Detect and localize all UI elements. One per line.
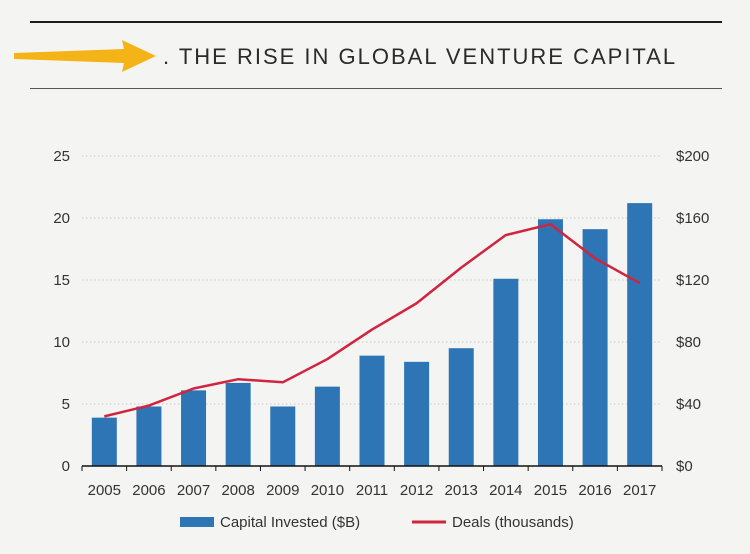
y-right-tick-label: $40 xyxy=(676,396,701,413)
y-right-tick-label: $80 xyxy=(676,334,701,351)
bar xyxy=(537,219,563,466)
y-right-tick-label: $120 xyxy=(676,272,709,289)
legend-label-bar: Capital Invested ($B) xyxy=(220,514,360,531)
figure-title: . THE RISE IN GLOBAL VENTURE CAPITAL xyxy=(30,44,677,70)
bar xyxy=(136,406,162,466)
bar xyxy=(582,229,608,466)
x-tick-label: 2010 xyxy=(311,482,344,499)
bar xyxy=(627,203,653,466)
bar xyxy=(270,406,296,466)
y-left-tick-label: 25 xyxy=(53,148,70,165)
deals-line xyxy=(104,222,641,418)
y-left-tick-label: 10 xyxy=(53,334,70,351)
bar xyxy=(314,386,340,466)
bar xyxy=(91,417,117,466)
x-tick-label: 2009 xyxy=(266,482,299,499)
x-tick-label: 2014 xyxy=(489,482,522,499)
legend-swatch-bar xyxy=(180,517,214,527)
figure-title-text: . THE RISE IN GLOBAL VENTURE CAPITAL xyxy=(163,44,678,69)
x-tick-label: 2007 xyxy=(177,482,210,499)
title-underline xyxy=(30,88,722,89)
x-tick-label: 2017 xyxy=(623,482,656,499)
bar xyxy=(181,390,207,466)
y-left-tick-label: 0 xyxy=(62,458,70,475)
x-tick-label: 2011 xyxy=(356,482,388,499)
x-tick-label: 2015 xyxy=(534,482,567,499)
x-tick-label: 2013 xyxy=(445,482,478,499)
x-tick-label: 2016 xyxy=(578,482,611,499)
bar xyxy=(359,355,385,466)
y-left-tick-label: 15 xyxy=(53,272,70,289)
bar xyxy=(404,361,430,466)
top-rule xyxy=(30,21,722,23)
x-tick-label: 2008 xyxy=(221,482,254,499)
bar xyxy=(225,382,251,466)
bar xyxy=(448,348,474,466)
x-tick-label: 2006 xyxy=(132,482,165,499)
y-right-tick-label: $0 xyxy=(676,458,693,475)
legend-label-line: Deals (thousands) xyxy=(452,514,574,531)
bar xyxy=(493,278,519,466)
y-left-tick-label: 5 xyxy=(62,396,70,413)
x-tick-label: 2012 xyxy=(400,482,433,499)
y-left-tick-label: 20 xyxy=(53,210,70,227)
x-tick-label: 2005 xyxy=(88,482,121,499)
y-right-tick-label: $200 xyxy=(676,148,709,165)
highlight-arrow-icon xyxy=(14,40,156,72)
y-right-tick-label: $160 xyxy=(676,210,709,227)
